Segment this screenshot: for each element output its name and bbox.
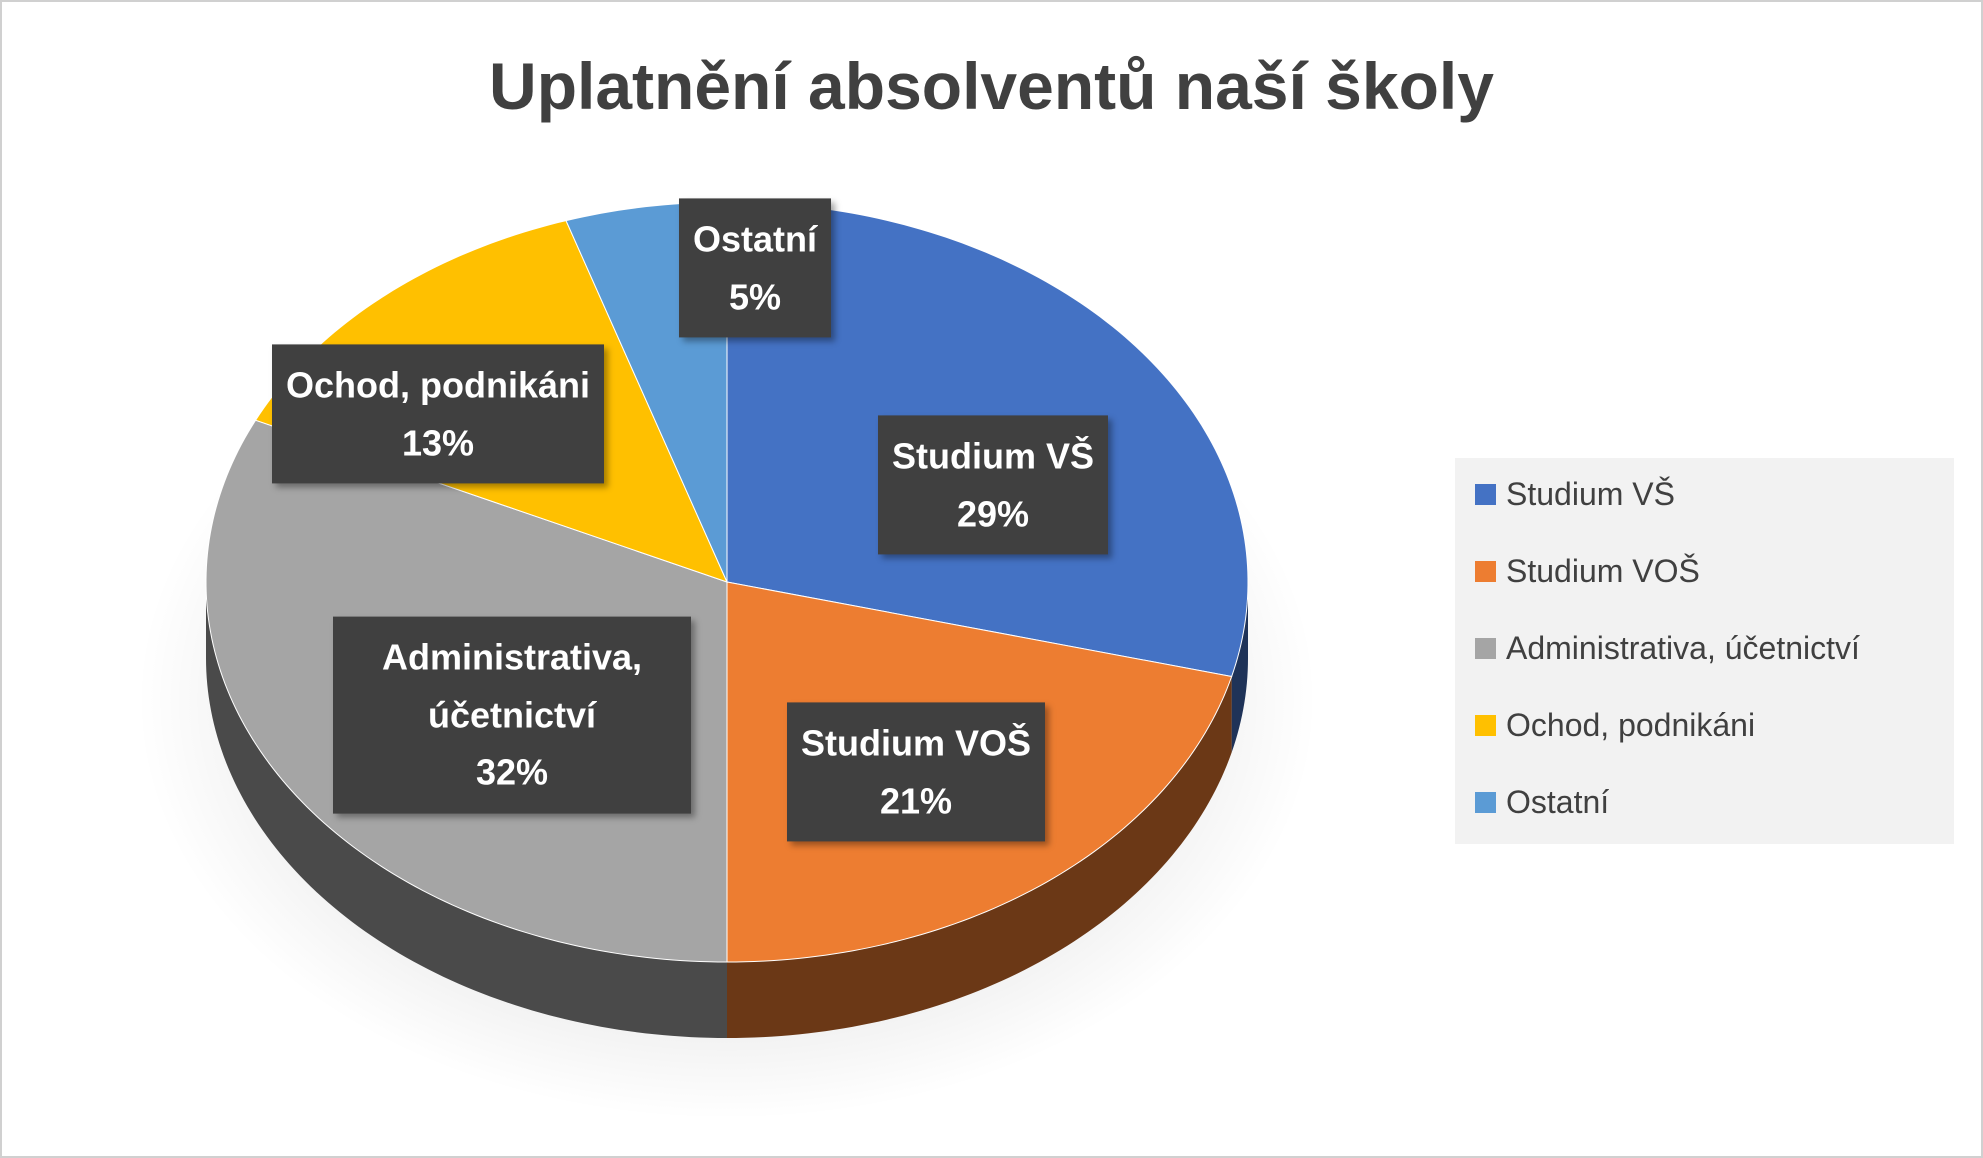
legend-swatch: [1475, 715, 1496, 736]
chart-title: Uplatnění absolventů naší školy: [489, 49, 1494, 123]
slice-side: [727, 676, 1232, 1038]
data-label-value: 13%: [401, 422, 475, 463]
legend-swatch: [1475, 638, 1496, 659]
data-label-category: Ochod, podnikáni: [286, 364, 590, 406]
data-label-value: 5%: [728, 276, 782, 317]
data-label-value: 29%: [956, 493, 1030, 534]
data-label: Administrativa, účetnictví 32%: [333, 616, 691, 814]
legend-label: Studium VOŠ: [1506, 553, 1700, 589]
data-label-value: 32%: [475, 751, 549, 793]
data-label: Studium VŠ 29%: [877, 415, 1109, 555]
legend-item: Studium VOŠ: [1475, 553, 1700, 590]
data-label: Ochod, podnikáni 13%: [272, 344, 604, 484]
legend-label: Studium VŠ: [1506, 476, 1675, 512]
legend-swatch: [1475, 484, 1496, 505]
data-label-category: Studium VŠ: [891, 435, 1095, 477]
legend-swatch: [1475, 561, 1496, 582]
data-label-category: Ostatní: [692, 218, 818, 260]
data-label-category: Studium VOŠ: [800, 722, 1032, 764]
data-label-category: Administrativa, účetnictví: [381, 636, 643, 736]
legend-item: Administrativa, účetnictví: [1475, 630, 1860, 667]
legend-swatch: [1475, 792, 1496, 813]
data-label: Ostatní 5%: [678, 198, 832, 338]
legend-label: Ostatní: [1506, 784, 1610, 820]
slice-side: [1231, 582, 1248, 753]
data-label-value: 21%: [879, 780, 953, 821]
legend-item: Studium VŠ: [1475, 476, 1675, 513]
legend-label: Administrativa, účetnictví: [1506, 630, 1860, 666]
legend: Studium VŠ Studium VOŠ Administrativa, úče…: [1455, 458, 1954, 844]
legend-item: Ochod, podnikáni: [1475, 707, 1755, 744]
legend-item: Ostatní: [1475, 784, 1609, 821]
legend-label: Ochod, podnikáni: [1506, 707, 1756, 743]
data-label: Studium VOŠ 21%: [786, 702, 1046, 842]
